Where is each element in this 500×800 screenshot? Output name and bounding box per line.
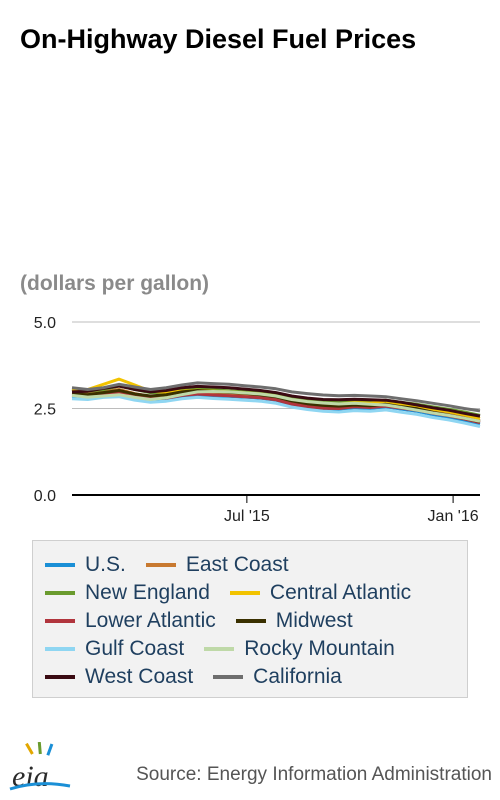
legend-label: Rocky Mountain [244, 637, 395, 660]
legend-label: Lower Atlantic [85, 609, 216, 632]
legend: U.S. East Coast New England Central Atlanti… [32, 540, 468, 698]
series-lines [71, 377, 481, 428]
y-tick-label: 2.5 [34, 402, 56, 419]
eia-logo: eia [9, 742, 71, 793]
series-line-west-coast [71, 384, 481, 418]
legend-swatch [45, 647, 75, 651]
source-credit: Source: Energy Information Administratio… [136, 764, 492, 785]
legend-item-lower-atlantic: Lower Atlantic [45, 609, 216, 633]
footer: eia Source: Energy Information Administr… [0, 740, 500, 800]
legend-label: U.S. [85, 553, 126, 576]
legend-item-west-coast: West Coast [45, 665, 193, 689]
sun-rays-icon [25, 742, 54, 756]
legend-item-u-s: U.S. [45, 553, 126, 577]
legend-swatch [235, 619, 266, 623]
series-line-rocky-mountain [71, 390, 481, 423]
legend-item-rocky-mountain: Rocky Mountain [204, 637, 395, 661]
legend-item-new-england: New England [45, 581, 210, 605]
legend-swatch [45, 591, 75, 595]
legend-swatch [45, 563, 75, 567]
series-line-gulf-coast [71, 395, 481, 428]
legend-label: California [253, 665, 342, 688]
legend-row: Lower Atlantic Midwest [45, 607, 467, 635]
legend-item-east-coast: East Coast [145, 553, 289, 577]
y-axis-units: (dollars per gallon) [20, 272, 210, 295]
y-axis-ticks: 0.0 2.5 5.0 [34, 315, 56, 505]
legend-label: Midwest [275, 609, 353, 632]
legend-swatch [213, 675, 244, 679]
legend-item-central-atlantic: Central Atlantic [229, 581, 412, 605]
legend-label: New England [85, 581, 210, 604]
line-chart: 0.0 2.5 5.0 Jul '15 Jan '16 [34, 315, 481, 525]
legend-label: West Coast [85, 665, 194, 688]
legend-row: New England Central Atlantic [45, 579, 467, 607]
y-tick-label: 5.0 [34, 315, 56, 332]
x-tick-label: Jan '16 [428, 508, 479, 525]
legend-swatch [45, 619, 75, 623]
legend-swatch [204, 647, 235, 651]
x-axis-ticks: Jul '15 Jan '16 [224, 495, 479, 525]
logo-swoosh-icon [9, 782, 71, 791]
chart-title: On-Highway Diesel Fuel Prices [20, 24, 417, 54]
legend-label: East Coast [185, 553, 289, 576]
legend-row: West Coast California [45, 663, 467, 691]
legend-swatch [145, 563, 176, 567]
series-line-california [71, 381, 481, 413]
x-tick-label: Jul '15 [224, 508, 270, 525]
legend-swatch [229, 591, 260, 595]
legend-label: Gulf Coast [85, 637, 185, 660]
legend-item-midwest: Midwest [235, 609, 353, 633]
legend-item-gulf-coast: Gulf Coast [45, 637, 184, 661]
legend-label: Central Atlantic [269, 581, 412, 604]
legend-row: U.S. East Coast [45, 551, 467, 579]
y-tick-label: 0.0 [34, 488, 56, 505]
legend-row: Gulf Coast Rocky Mountain [45, 635, 467, 663]
legend-item-california: California [213, 665, 342, 689]
legend-swatch [45, 675, 75, 679]
